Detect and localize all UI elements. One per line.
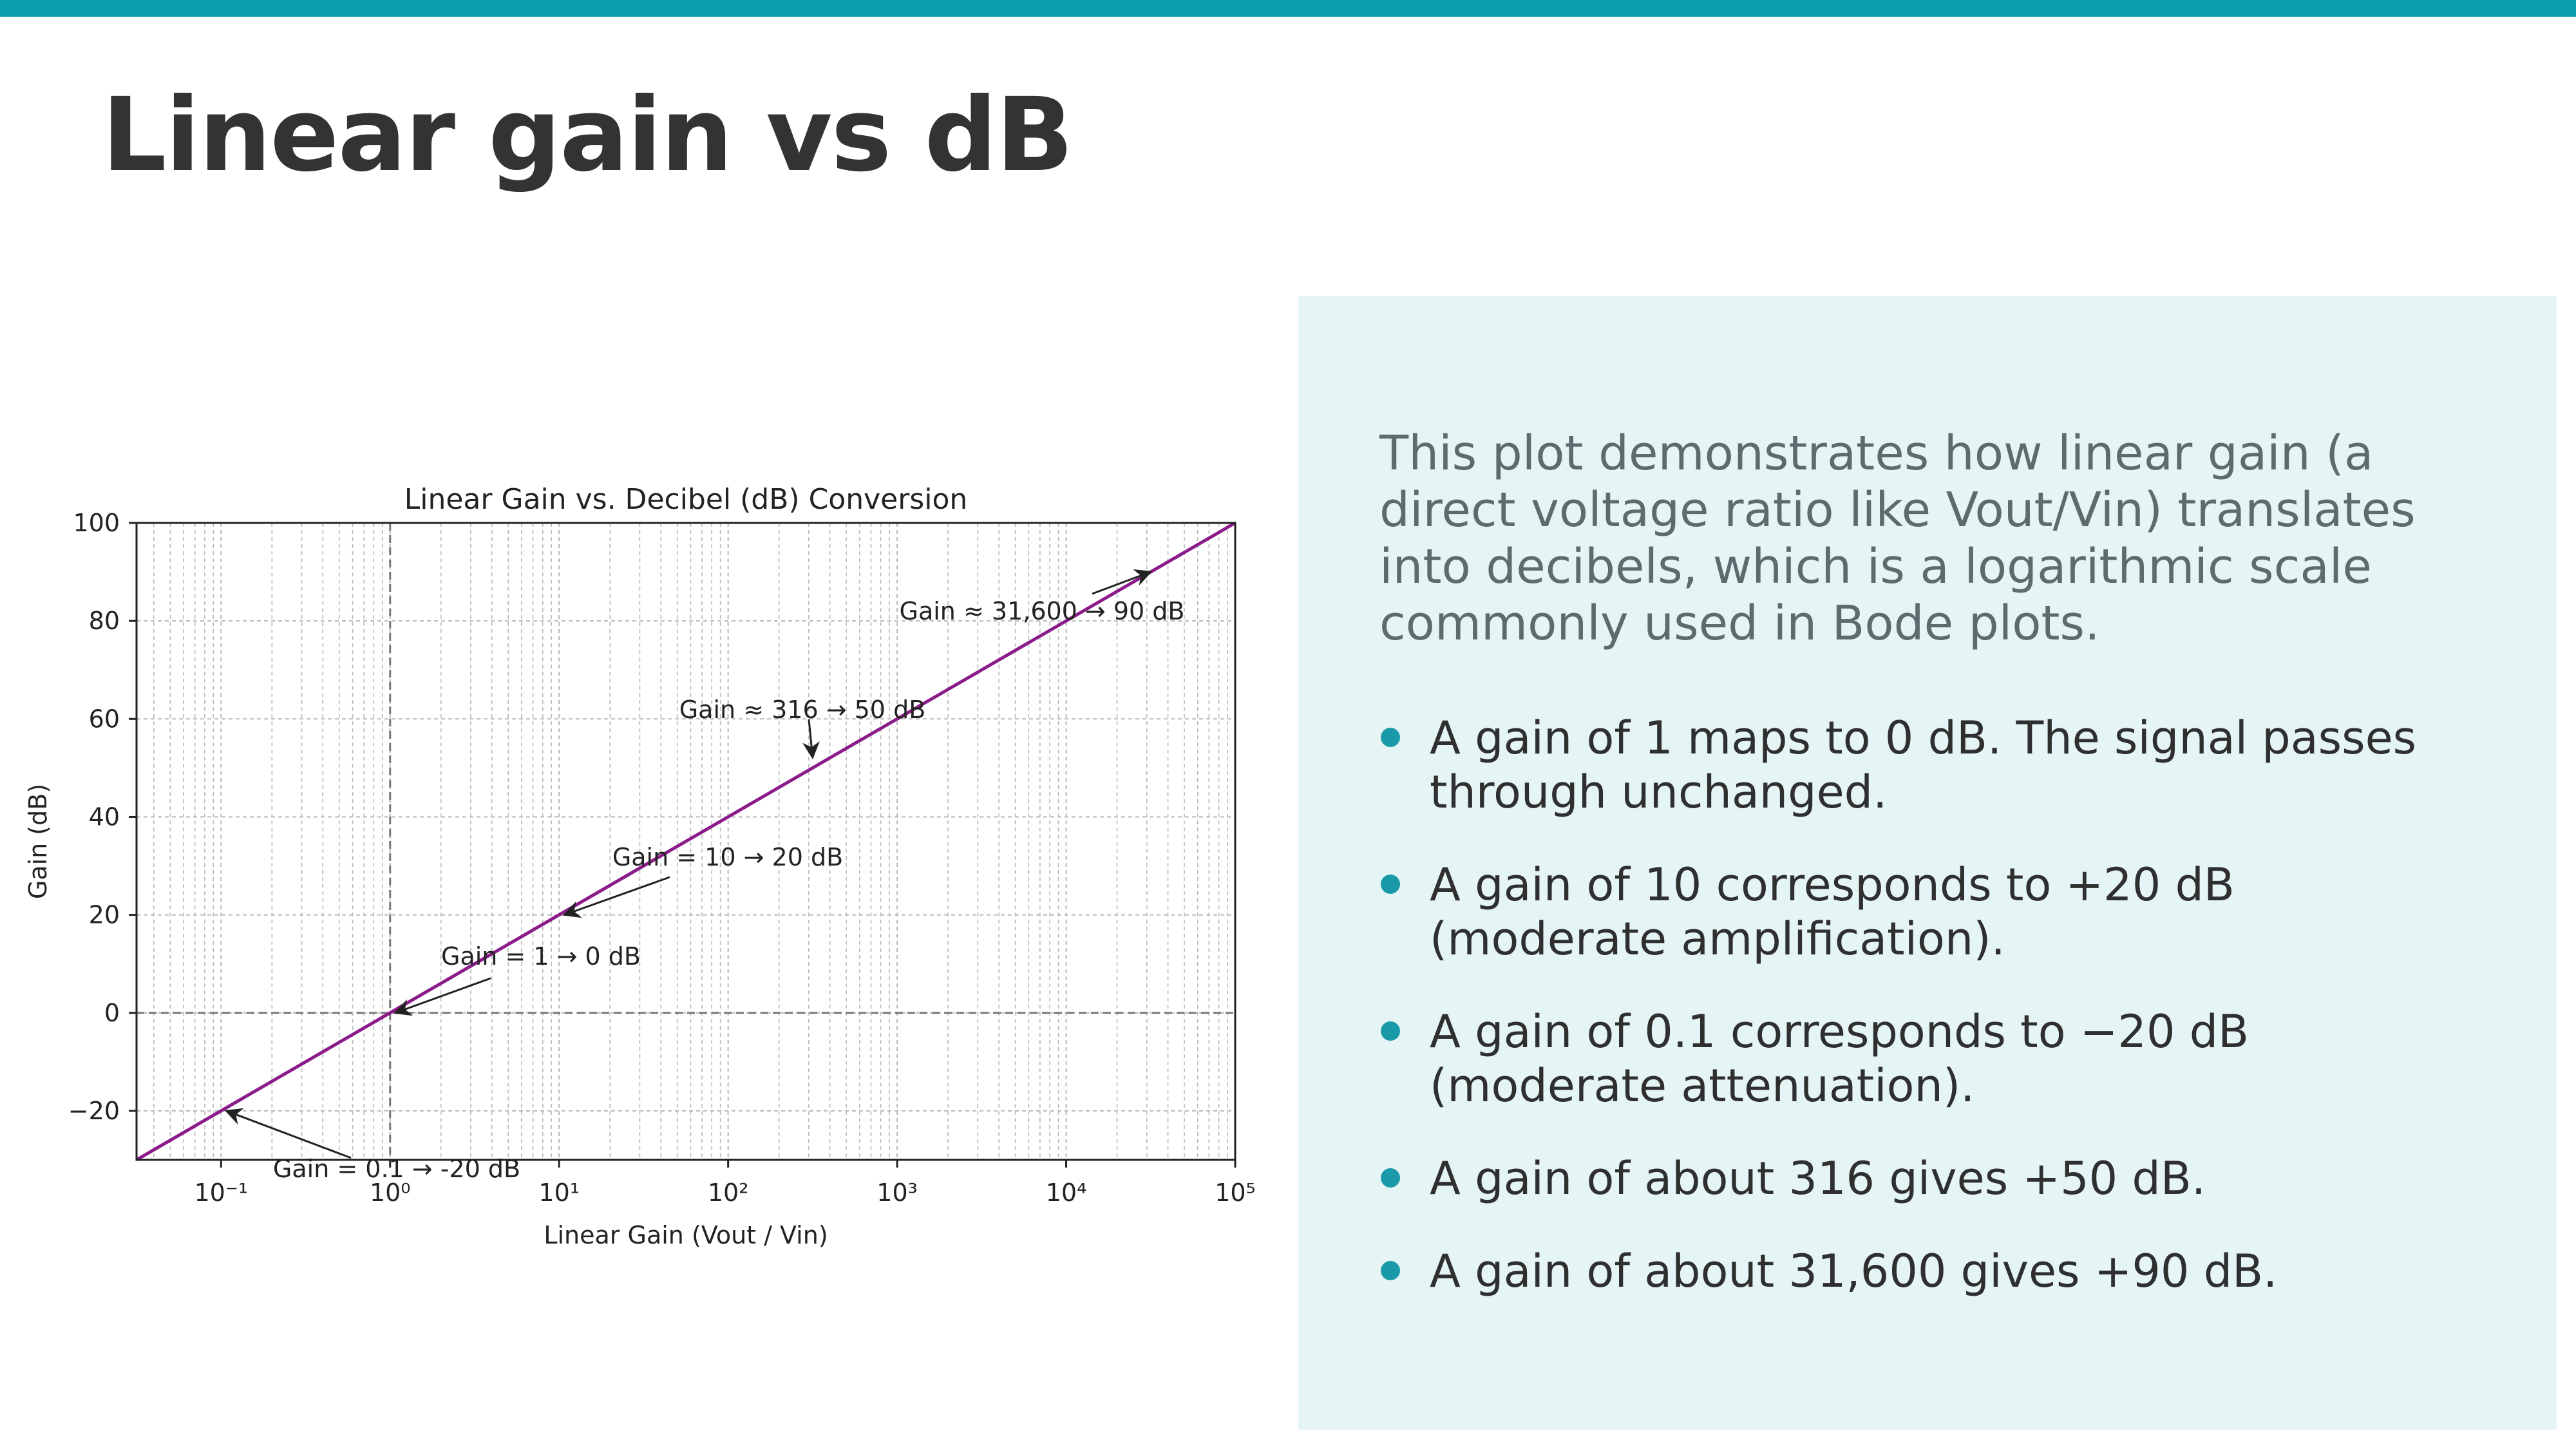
bullet-text: A gain of about 31,600 gives +90 dB. bbox=[1430, 1245, 2278, 1298]
annotation-label: Gain = 0.1 → -20 dB bbox=[273, 1155, 520, 1183]
reference-lines bbox=[137, 523, 1235, 1160]
bullet-item: A gain of about 31,600 gives +90 dB. bbox=[1379, 1244, 2479, 1298]
bullet-text: A gain of about 316 gives +50 dB. bbox=[1430, 1152, 2206, 1205]
annotation-arrow bbox=[562, 876, 670, 918]
slide-title: Linear gain vs dB bbox=[102, 76, 1074, 194]
bullet-text: A gain of 0.1 corresponds to −20 dB (mod… bbox=[1430, 1005, 2249, 1112]
y-tick-label: −20 bbox=[68, 1097, 120, 1125]
annotation-label: Gain ≈ 31,600 → 90 dB bbox=[900, 597, 1185, 625]
y-tick-label: 40 bbox=[89, 802, 120, 831]
annotation-label: Gain ≈ 316 → 50 dB bbox=[679, 696, 926, 724]
x-tick-label: 10⁻¹ bbox=[194, 1179, 248, 1207]
bullet-item: A gain of about 316 gives +50 dB. bbox=[1379, 1151, 2479, 1206]
y-tick-label: 100 bbox=[73, 509, 120, 537]
bullet-item: A gain of 0.1 corresponds to −20 dB (mod… bbox=[1379, 1005, 2479, 1113]
annotation-arrow bbox=[802, 719, 820, 760]
y-tick-label: 20 bbox=[89, 901, 120, 929]
data-line-group bbox=[135, 521, 1236, 1162]
x-tick-label: 10¹ bbox=[538, 1179, 580, 1207]
bullet-list: A gain of 1 maps to 0 dB. The signal pas… bbox=[1379, 711, 2479, 1298]
chart-title: Linear Gain vs. Decibel (dB) Conversion bbox=[404, 483, 968, 516]
plot-frame bbox=[135, 522, 1236, 1161]
x-tick-label: 10³ bbox=[876, 1179, 918, 1207]
y-axis-label: Gain (dB) bbox=[24, 784, 52, 899]
annotation-arrow bbox=[1092, 569, 1153, 595]
bullet-item: A gain of 1 maps to 0 dB. The signal pas… bbox=[1379, 711, 2479, 819]
bullet-dot-icon bbox=[1381, 728, 1400, 747]
x-tick-label: 10² bbox=[708, 1179, 749, 1207]
bullet-dot-icon bbox=[1381, 1021, 1400, 1041]
annotation-label: Gain = 1 → 0 dB bbox=[441, 942, 641, 971]
x-tick-label: 10⁵ bbox=[1215, 1179, 1256, 1207]
axis-ticks: 10⁻¹ 10⁰ 10¹ 10² 10³ 10⁴ 10⁵ −20 0 20 40 60 80 100 bbox=[68, 509, 1256, 1207]
series-line bbox=[135, 521, 1236, 1162]
annotation-arrow bbox=[393, 977, 491, 1016]
bullet-item: A gain of 10 corresponds to +20 dB (mode… bbox=[1379, 858, 2479, 966]
x-tick-label: 10⁴ bbox=[1046, 1179, 1087, 1207]
bullet-text: A gain of 10 corresponds to +20 dB (mode… bbox=[1430, 858, 2235, 965]
explanation-panel: This plot demonstrates how linear gain (… bbox=[1298, 296, 2557, 1430]
y-tick-label: 0 bbox=[104, 999, 120, 1027]
annotation-arrow bbox=[224, 1108, 352, 1159]
intro-paragraph: This plot demonstrates how linear gain (… bbox=[1379, 426, 2416, 651]
bullet-text: A gain of 1 maps to 0 dB. The signal pas… bbox=[1430, 712, 2417, 819]
bullet-dot-icon bbox=[1381, 1168, 1400, 1188]
top-accent-bar bbox=[0, 0, 2576, 17]
annotations: Gain = 0.1 → -20 dB Gain = 1 → 0 dB Gain =… bbox=[224, 569, 1185, 1183]
bullet-dot-icon bbox=[1381, 875, 1400, 894]
gain-db-chart: 10⁻¹ 10⁰ 10¹ 10² 10³ 10⁴ 10⁵ −20 0 20 40 60 80 100 Ga… bbox=[24, 483, 1256, 1249]
annotation-label: Gain = 10 → 20 dB bbox=[612, 843, 843, 871]
bullet-dot-icon bbox=[1381, 1261, 1400, 1280]
y-tick-label: 60 bbox=[89, 705, 120, 733]
y-tick-label: 80 bbox=[89, 607, 120, 635]
x-tick-label: 10⁰ bbox=[370, 1179, 411, 1207]
x-axis-label: Linear Gain (Vout / Vin) bbox=[544, 1221, 828, 1249]
